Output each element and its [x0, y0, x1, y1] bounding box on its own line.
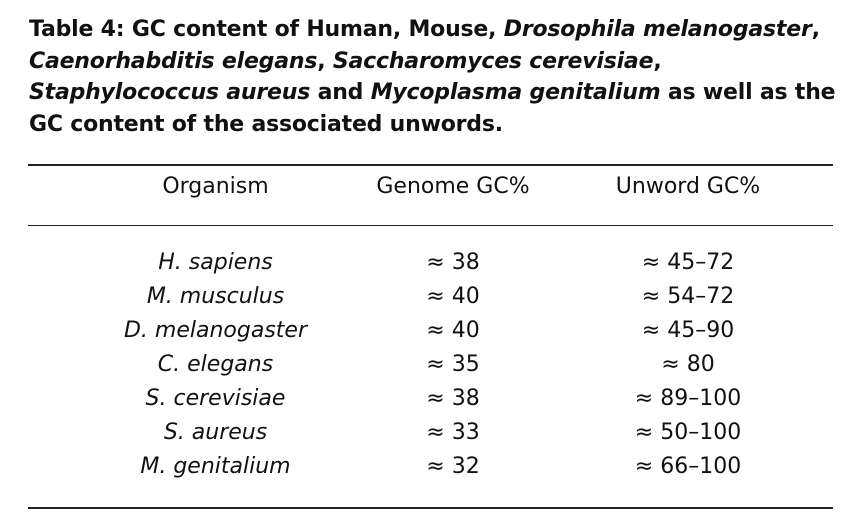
caption-caenorhabditis: Caenorhabditis elegans — [29, 48, 318, 74]
genome-gc-cell: ≈ 38 — [426, 250, 480, 275]
table-header-rule — [28, 225, 833, 226]
unword-gc-cell: ≈ 45–72 — [641, 250, 735, 275]
organism-cell: M. genitalium — [140, 454, 291, 479]
table-bottom-rule — [28, 507, 833, 509]
organism-cell: S. cerevisiae — [145, 386, 286, 411]
caption-separator: , — [317, 48, 333, 74]
caption-separator: , — [653, 48, 662, 74]
table-row: C. elegans ≈ 35 ≈ 80 — [28, 348, 833, 382]
table-caption: Table 4: GC content of Human, Mouse, Dro… — [29, 14, 839, 140]
organism-cell: H. sapiens — [158, 250, 273, 275]
genome-gc-cell: ≈ 40 — [426, 284, 480, 309]
table-row: M. genitalium ≈ 32 ≈ 66–100 — [28, 450, 833, 484]
table-top-rule — [28, 164, 833, 166]
header-organism: Organism — [162, 174, 269, 199]
table-row: S. cerevisiae ≈ 38 ≈ 89–100 — [28, 382, 833, 416]
genome-gc-cell: ≈ 40 — [426, 318, 480, 343]
unword-gc-cell: ≈ 50–100 — [634, 420, 742, 445]
unword-gc-cell: ≈ 89–100 — [634, 386, 742, 411]
genome-gc-cell: ≈ 35 — [426, 352, 480, 377]
genome-gc-cell: ≈ 33 — [426, 420, 480, 445]
unword-gc-cell: ≈ 80 — [661, 352, 715, 377]
caption-saccharomyces: Saccharomyces cerevisiae — [332, 48, 654, 74]
organism-cell: C. elegans — [157, 352, 274, 377]
header-genome-gc: Genome GC% — [376, 174, 530, 199]
organism-cell: D. melanogaster — [123, 318, 307, 343]
table-header-row: Organism Genome GC% Unword GC% — [28, 170, 833, 204]
organism-cell: M. musculus — [146, 284, 285, 309]
unword-gc-cell: ≈ 66–100 — [634, 454, 742, 479]
caption-mycoplasma: Mycoplasma genitalium — [370, 80, 661, 105]
header-unword-gc: Unword GC% — [615, 174, 761, 199]
table-row: H. sapiens ≈ 38 ≈ 45–72 — [28, 246, 833, 280]
caption-staphylococcus: Staphylococcus aureus — [29, 80, 311, 105]
caption-and: and — [310, 80, 371, 105]
unword-gc-cell: ≈ 54–72 — [641, 284, 735, 309]
table-row: D. melanogaster ≈ 40 ≈ 45–90 — [28, 314, 833, 348]
organism-cell: S. aureus — [163, 420, 268, 445]
genome-gc-cell: ≈ 38 — [426, 386, 480, 411]
caption-drosophila: Drosophila melanogaster — [503, 17, 812, 42]
caption-prefix: Table 4: GC content of Human, Mouse, — [29, 17, 504, 42]
genome-gc-cell: ≈ 32 — [426, 454, 480, 479]
table-row: S. aureus ≈ 33 ≈ 50–100 — [28, 416, 833, 450]
unword-gc-cell: ≈ 45–90 — [641, 318, 735, 343]
caption-separator: , — [811, 17, 820, 42]
table-row: M. musculus ≈ 40 ≈ 54–72 — [28, 280, 833, 314]
caption-suffix: as well as the GC content of the associa… — [29, 80, 836, 137]
